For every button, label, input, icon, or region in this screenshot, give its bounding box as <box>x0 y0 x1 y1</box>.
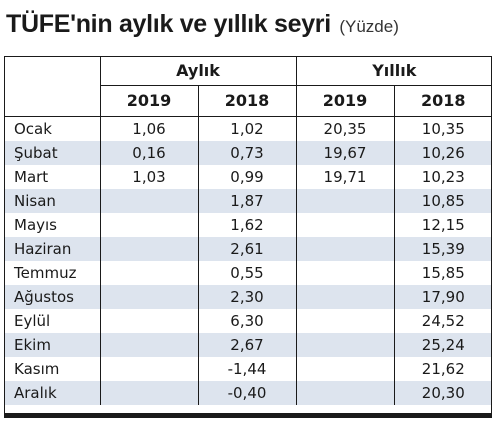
value-cell: 10,26 <box>393 141 493 165</box>
month-label: Nisan <box>4 189 100 213</box>
value-cell: 2,61 <box>197 237 297 261</box>
value-cell <box>295 333 395 357</box>
value-cell <box>99 333 198 357</box>
table-row: Mayıs 1,62 12,15 <box>4 213 493 237</box>
table-row: Ocak 1,06 1,02 20,35 10,35 <box>4 116 493 141</box>
value-cell: 2,67 <box>197 333 297 357</box>
value-cell <box>99 357 198 381</box>
month-label: Şubat <box>4 141 100 165</box>
value-cell: 15,39 <box>393 237 493 261</box>
month-label: Eylül <box>4 309 100 333</box>
value-cell <box>295 237 395 261</box>
table-row: Nisan 1,87 10,85 <box>4 189 493 213</box>
value-cell <box>99 237 198 261</box>
value-cell: 10,85 <box>393 189 493 213</box>
data-table-container: Aylık Yıllık 2019 2018 2019 2018 Ocak 1,0… <box>4 56 493 405</box>
value-cell <box>99 261 198 285</box>
value-cell: 1,03 <box>99 165 198 189</box>
value-cell <box>295 213 395 237</box>
table-row: Haziran 2,61 15,39 <box>4 237 493 261</box>
value-cell <box>99 189 198 213</box>
table-row: Ekim 2,67 25,24 <box>4 333 493 357</box>
table-row: Şubat 0,16 0,73 19,67 10,26 <box>4 141 493 165</box>
month-label: Kasım <box>4 357 100 381</box>
month-label: Aralık <box>4 381 100 405</box>
value-cell: -0,40 <box>197 381 297 405</box>
value-cell: 1,06 <box>99 116 198 141</box>
value-cell: 10,35 <box>393 116 493 141</box>
value-cell: 25,24 <box>393 333 493 357</box>
chart-title: TÜFE'nin aylık ve yıllık seyri (Yüzde) <box>6 10 399 40</box>
table-row: Mart 1,03 0,99 19,71 10,23 <box>4 165 493 189</box>
value-cell: 20,30 <box>393 381 493 405</box>
month-label: Temmuz <box>4 261 100 285</box>
table-row: Ağustos 2,30 17,90 <box>4 285 493 309</box>
table-row: Aralık -0,40 20,30 <box>4 381 493 405</box>
year-header: 2018 <box>393 85 493 117</box>
month-label: Haziran <box>4 237 100 261</box>
month-label: Mayıs <box>4 213 100 237</box>
year-header: 2018 <box>197 85 297 117</box>
value-cell: 24,52 <box>393 309 493 333</box>
month-label: Ekim <box>4 333 100 357</box>
value-cell <box>295 285 395 309</box>
value-cell <box>99 309 198 333</box>
value-cell: 19,71 <box>295 165 395 189</box>
value-cell: 1,87 <box>197 189 297 213</box>
empty-corner <box>4 56 100 86</box>
value-cell: 10,23 <box>393 165 493 189</box>
value-cell: 0,99 <box>197 165 297 189</box>
value-cell <box>99 285 198 309</box>
value-cell: 19,67 <box>295 141 395 165</box>
value-cell <box>295 381 395 405</box>
value-cell <box>99 213 198 237</box>
value-cell: 2,30 <box>197 285 297 309</box>
month-label: Ağustos <box>4 285 100 309</box>
table-row: Temmuz 0,55 15,85 <box>4 261 493 285</box>
value-cell: 15,85 <box>393 261 493 285</box>
group-header-aylik: Aylık <box>99 56 297 86</box>
value-cell <box>295 189 395 213</box>
value-cell: 12,15 <box>393 213 493 237</box>
value-cell <box>295 309 395 333</box>
year-header: 2019 <box>295 85 395 117</box>
value-cell: 1,02 <box>197 116 297 141</box>
year-header: 2019 <box>99 85 198 117</box>
value-cell: 0,16 <box>99 141 198 165</box>
data-table: Aylık Yıllık 2019 2018 2019 2018 Ocak 1,0… <box>4 56 493 405</box>
group-header-row: Aylık Yıllık <box>4 56 493 86</box>
table-row: Eylül 6,30 24,52 <box>4 309 493 333</box>
value-cell: 6,30 <box>197 309 297 333</box>
table-left-border <box>4 56 5 413</box>
value-cell <box>99 381 198 405</box>
table-right-border <box>491 56 492 413</box>
value-cell: -1,44 <box>197 357 297 381</box>
value-cell: 21,62 <box>393 357 493 381</box>
value-cell <box>295 357 395 381</box>
empty-corner-2 <box>4 86 100 117</box>
bottom-rule <box>4 413 492 418</box>
year-header-row: 2019 2018 2019 2018 <box>4 85 493 117</box>
subtitle-text: (Yüzde) <box>339 17 399 36</box>
value-cell: 0,73 <box>197 141 297 165</box>
value-cell: 20,35 <box>295 116 395 141</box>
title-text: TÜFE'nin aylık ve yıllık seyri <box>6 10 331 38</box>
value-cell <box>295 261 395 285</box>
value-cell: 1,62 <box>197 213 297 237</box>
month-label: Mart <box>4 165 100 189</box>
group-header-yillik: Yıllık <box>295 56 493 86</box>
value-cell: 17,90 <box>393 285 493 309</box>
value-cell: 0,55 <box>197 261 297 285</box>
table-row: Kasım -1,44 21,62 <box>4 357 493 381</box>
table-body: Ocak 1,06 1,02 20,35 10,35 Şubat 0,16 0,73 19,67… <box>4 116 493 405</box>
month-label: Ocak <box>4 116 100 141</box>
